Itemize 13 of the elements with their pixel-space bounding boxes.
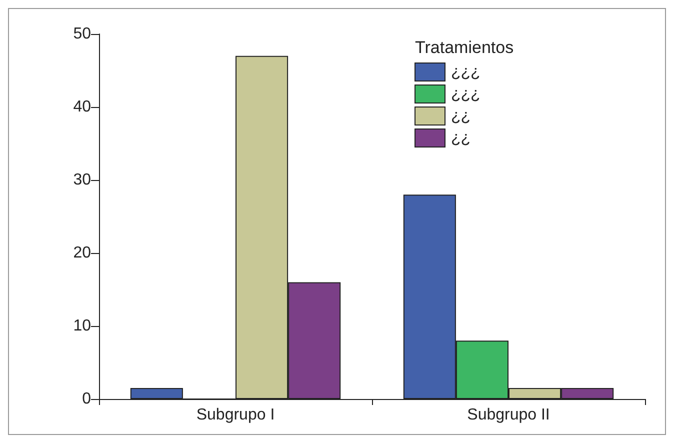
y-tick-label: 50 bbox=[73, 26, 92, 42]
legend-title: Tratamientos bbox=[415, 38, 514, 57]
legend-label: ¿¿ bbox=[451, 130, 471, 146]
legend-label: ¿¿ bbox=[451, 108, 471, 124]
legend-label: ¿¿¿ bbox=[451, 64, 480, 80]
x-tick-label: Subgrupo II bbox=[467, 406, 550, 424]
y-tick-label: 10 bbox=[73, 318, 92, 334]
x-tick-label: Subgrupo I bbox=[196, 406, 275, 424]
y-tick-label: 20 bbox=[73, 244, 92, 262]
y-tick-label: 30 bbox=[73, 172, 92, 188]
y-tick-label: 0 bbox=[82, 390, 92, 408]
y-tick-label: 40 bbox=[73, 98, 92, 116]
legend-label: ¿¿¿ bbox=[451, 86, 480, 102]
